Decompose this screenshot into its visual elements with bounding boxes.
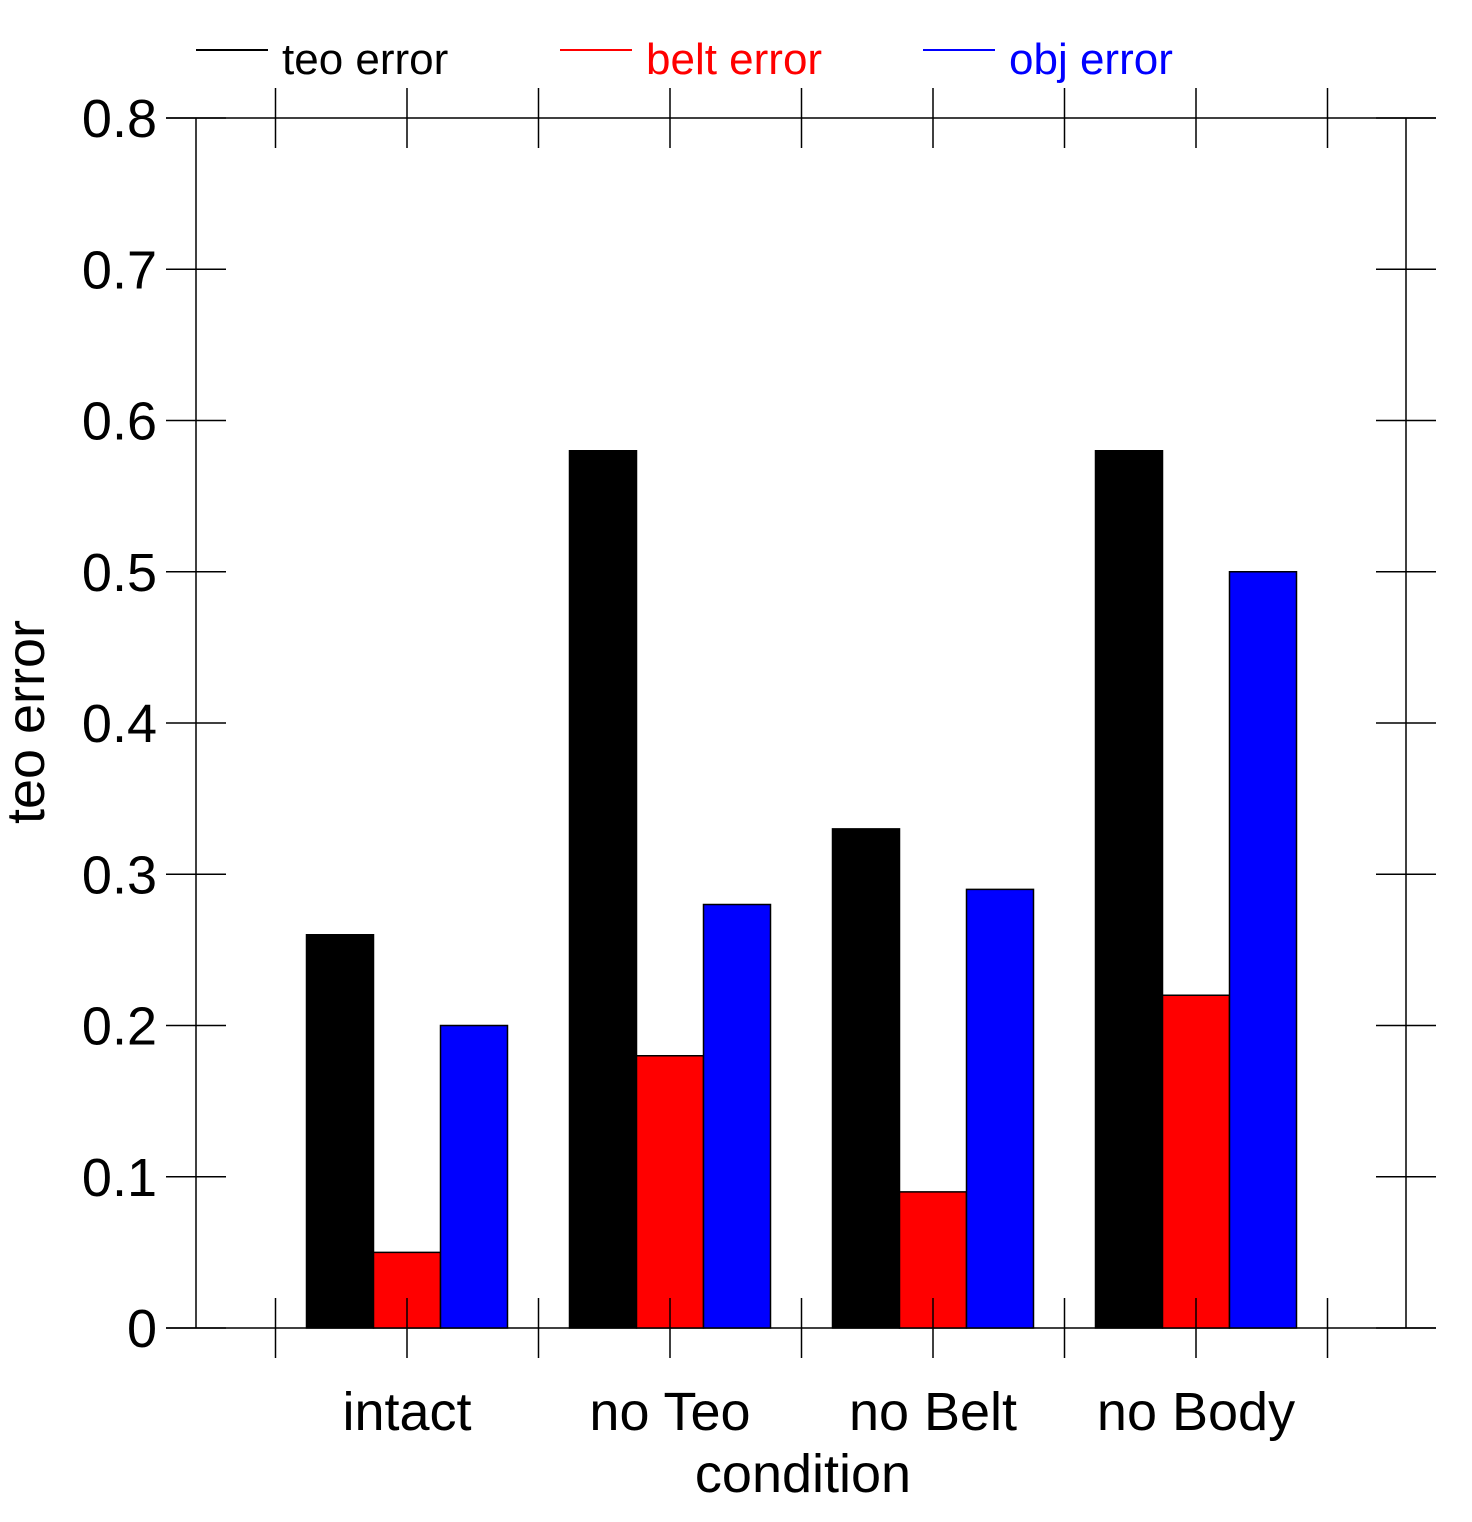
x-axis: intact no Teo no Belt no Body [274,88,1329,1442]
bar-teo-error-no-body [1094,450,1164,1329]
bar-teo-error-no-teo [568,450,638,1329]
y-tick-label: 0.4 [82,694,157,754]
legend-label: belt error [646,35,822,84]
y-tick-label: 0 [127,1299,157,1359]
bar-belt-error-no-body [1161,994,1231,1329]
bars-group [305,450,1298,1329]
legend: teo error belt error obj error [196,35,1173,84]
y-axis-title: teo error [0,620,56,824]
x-tick-label: intact [342,1382,471,1442]
x-tick-label: no Body [1097,1382,1295,1442]
legend-label: obj error [1009,35,1173,84]
x-tick-label: no Teo [589,1382,750,1442]
y-tick-label: 0.5 [82,543,157,603]
bar-obj-error-intact [439,1024,509,1329]
y-tick-label: 0.8 [82,89,157,149]
bar-obj-error-no-teo [702,903,772,1329]
bar-obj-error-no-belt [965,888,1035,1329]
y-tick-label: 0.1 [82,1148,157,1208]
bar-obj-error-no-body [1228,571,1298,1329]
x-tick-label: no Belt [849,1382,1017,1442]
bar-teo-error-no-belt [831,828,901,1329]
y-tick-label: 0.6 [82,392,157,452]
y-tick-label: 0.7 [82,240,157,300]
y-axis: 0 0.1 0.2 0.3 0.4 0.5 0.6 0.7 0.8 [82,89,1436,1359]
bar-teo-error-intact [305,934,375,1329]
x-axis-title: condition [695,1444,911,1504]
bar-belt-error-no-teo [635,1055,705,1329]
y-tick-label: 0.2 [82,997,157,1057]
legend-label: teo error [282,35,448,84]
y-tick-label: 0.3 [82,845,157,905]
